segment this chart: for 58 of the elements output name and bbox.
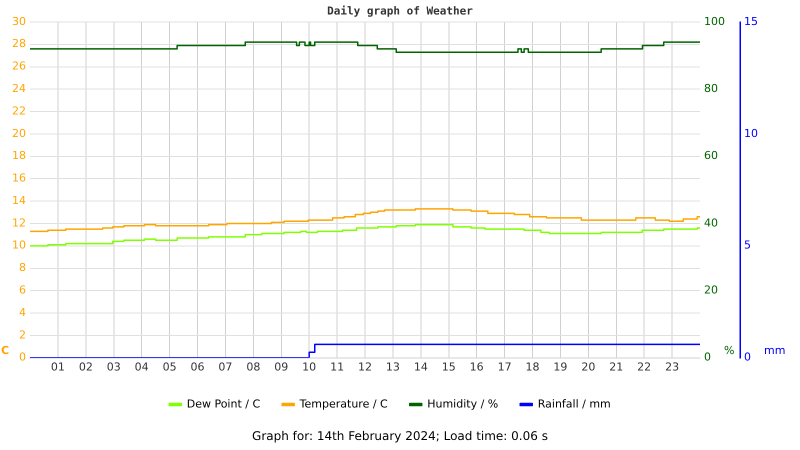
x-tick-label: 04 <box>134 360 149 374</box>
y-tick-label: 30 <box>12 14 26 28</box>
y-tick-label: 0 <box>19 350 26 364</box>
legend-label: Humidity / % <box>427 397 498 410</box>
legend-label: Rainfall / mm <box>538 397 611 410</box>
x-tick-label: 14 <box>414 360 428 374</box>
y2-tick-label: 100 <box>704 14 725 28</box>
x-tick-label: 18 <box>526 360 540 374</box>
x-tick-label: 19 <box>553 360 568 374</box>
y-tick-label: 4 <box>19 306 26 319</box>
legend-label: Temperature / C <box>298 397 388 410</box>
y2-tick-label: 60 <box>704 149 718 162</box>
y-tick-label: 6 <box>19 284 26 296</box>
y-tick-label: 20 <box>12 126 26 140</box>
x-tick-label: 21 <box>609 360 624 374</box>
x-tick-label: 16 <box>470 360 484 374</box>
y2-axis-title: % <box>724 344 734 358</box>
y-tick-label: 8 <box>19 261 26 274</box>
y3-tick-label: 15 <box>744 14 758 28</box>
y-tick-label: 14 <box>12 194 26 207</box>
x-tick-label: 10 <box>302 360 316 374</box>
x-tick-label: 05 <box>162 360 177 374</box>
x-tick-label: 03 <box>106 360 121 374</box>
y-tick-label: 28 <box>12 37 26 50</box>
y-tick-label: 2 <box>19 328 26 342</box>
x-tick-label: 15 <box>442 360 456 374</box>
x-tick-label: 12 <box>358 360 372 374</box>
y-tick-label: 24 <box>12 82 26 96</box>
y2-tick-label: 20 <box>704 284 718 296</box>
y-tick-label: 10 <box>12 238 26 252</box>
y2-tick-label: 40 <box>704 216 718 230</box>
x-tick-label: 17 <box>498 360 512 374</box>
x-tick-label: 20 <box>581 360 596 374</box>
x-tick-label: 06 <box>190 360 204 374</box>
legend-label: Dew Point / C <box>186 397 260 410</box>
y-tick-label: 16 <box>12 172 26 185</box>
y-tick-label: 26 <box>12 60 26 73</box>
text: Graph for: 14th February 2024; Load time: 0.06 s <box>252 429 548 444</box>
x-tick-label: 08 <box>246 360 260 374</box>
y3-tick-label: 10 <box>744 126 758 140</box>
y2-tick-label: 0 <box>704 350 711 364</box>
y2-tick-label: 80 <box>704 82 718 96</box>
y3-tick-label: 5 <box>744 238 751 252</box>
x-tick-label: 22 <box>637 360 652 374</box>
x-tick-label: 13 <box>386 360 400 374</box>
y-tick-label: 18 <box>12 149 26 162</box>
y-axis-title: C <box>1 344 10 358</box>
y3-tick-label: 0 <box>744 350 751 364</box>
y3-axis-title: mm <box>764 344 786 358</box>
x-tick-label: 11 <box>330 360 344 374</box>
x-tick-label: 23 <box>665 360 680 374</box>
y-tick-label: 12 <box>12 216 26 230</box>
chart-title: Daily graph of Weather <box>327 4 474 18</box>
x-tick-label: 09 <box>274 360 288 374</box>
x-tick-label: 02 <box>78 360 93 374</box>
y-tick-label: 22 <box>12 104 26 118</box>
x-tick-label: 01 <box>50 360 65 374</box>
x-tick-label: 07 <box>218 360 232 374</box>
